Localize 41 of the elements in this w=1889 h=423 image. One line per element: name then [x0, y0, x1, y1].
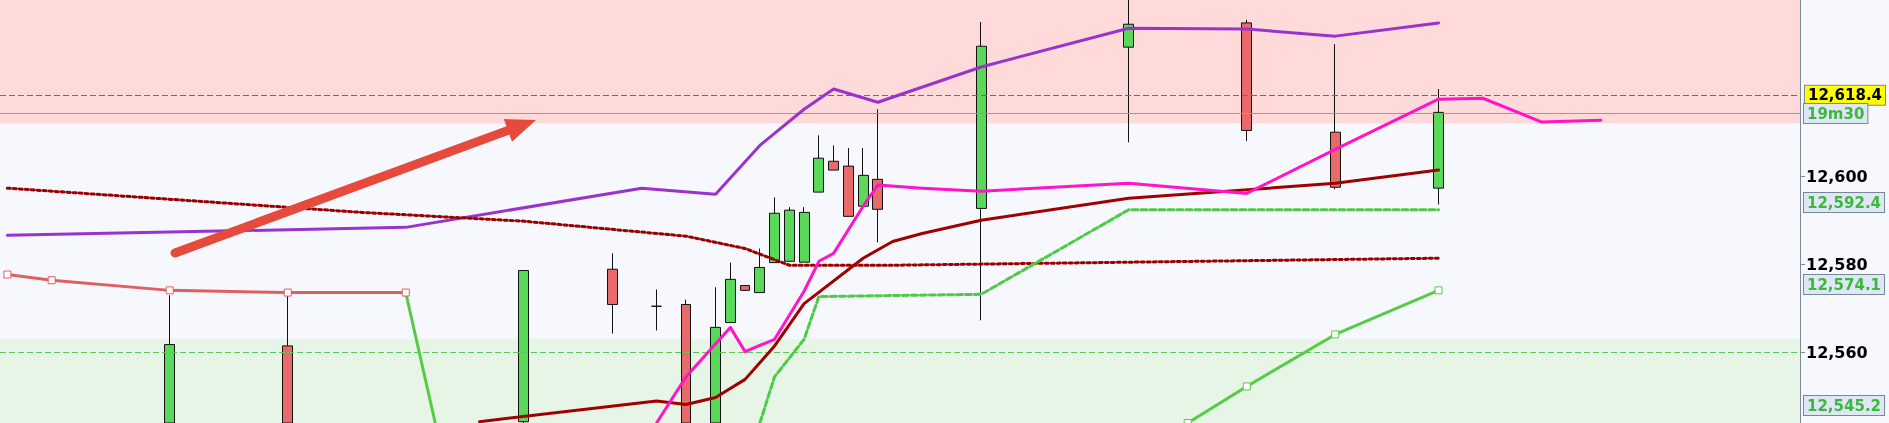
candlestick [813, 134, 824, 193]
candlestick [607, 252, 618, 335]
candlestick [1123, 0, 1134, 143]
text: 12,545.2 [1807, 396, 1882, 415]
candlestick [1330, 43, 1341, 190]
candlestick [872, 108, 883, 243]
y-tick-label: 12,560 [1806, 343, 1868, 362]
point [1434, 286, 1443, 295]
text: 12,574.1 [1807, 275, 1882, 294]
line-series [655, 96, 1603, 423]
candlestick [725, 262, 736, 324]
candlestick [740, 285, 750, 291]
candlestick [858, 147, 869, 207]
point [165, 286, 174, 295]
candlestick [681, 299, 691, 423]
candlestick [799, 206, 810, 263]
candlestick [754, 248, 765, 294]
y-tick-label: 12,580 [1806, 254, 1868, 274]
point [1242, 382, 1251, 391]
ref-line-label: 12,618.4 [1808, 86, 1883, 105]
point [401, 288, 410, 297]
y-tick-label: 12,600 [1806, 166, 1868, 186]
line-series [758, 208, 1441, 423]
text: 19m30 [1807, 104, 1865, 123]
point [47, 276, 56, 285]
point [283, 288, 292, 297]
line-series [5, 21, 1441, 237]
point [1331, 330, 1340, 339]
candlestick [828, 144, 839, 171]
candlestick [651, 288, 662, 331]
candlestick [1241, 19, 1252, 142]
candlestick [710, 286, 721, 423]
candlestick [164, 294, 175, 423]
candlestick [518, 270, 529, 423]
candlestick [784, 206, 795, 262]
candlestick [769, 196, 780, 264]
point [3, 270, 12, 279]
candlestick [843, 147, 854, 217]
candlestick [976, 21, 987, 321]
candlestick [1433, 88, 1444, 205]
text: 12,592.4 [1807, 193, 1882, 212]
